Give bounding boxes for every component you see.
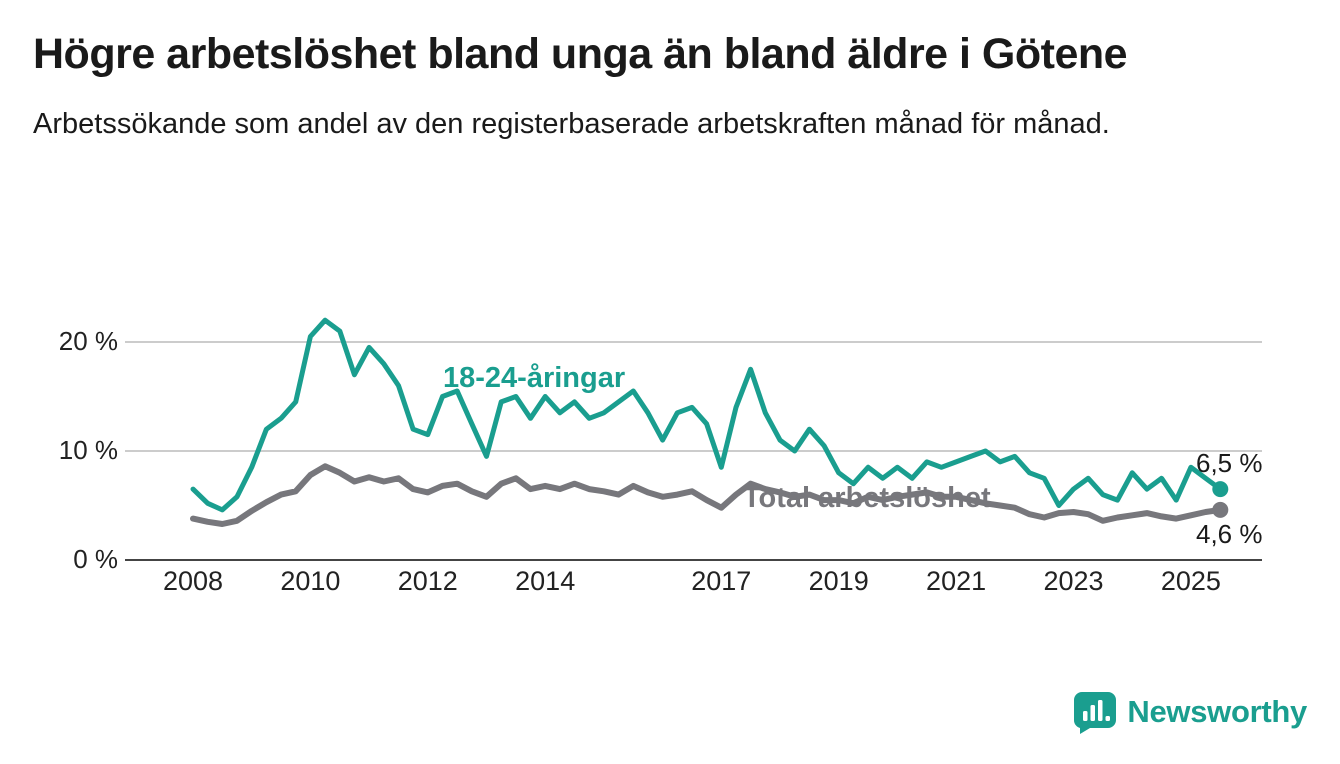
series-line-youth [190, 317, 1223, 513]
chart-canvas [125, 317, 1262, 561]
line-chart: 0 % 10 % 20 % 2008 2010 2012 2014 2017 2019 2021… [0, 298, 1340, 628]
end-value-label-total: 4,6 % [1196, 519, 1263, 549]
series-label-youth: 18-24-åringar [443, 362, 626, 394]
series-line-total [190, 463, 1224, 527]
x-axis-tick-label: 2017 [691, 566, 752, 596]
x-axis-tick-label: 2010 [280, 566, 341, 596]
series-label-total: Total arbetslöshet [743, 482, 991, 514]
y-axis-tick-label: 20 % [58, 326, 118, 356]
x-axis-tick-label: 2025 [1160, 566, 1221, 596]
x-axis-tick-label: 2019 [808, 566, 869, 596]
end-value-label-youth: 6,5 % [1196, 448, 1263, 478]
page-title: Högre arbetslöshet bland unga än bland ä… [33, 30, 1128, 78]
bar-chart-bubble-icon [1072, 690, 1117, 734]
y-axis-tick-label: 10 % [58, 435, 118, 465]
x-axis-tick-label: 2012 [397, 566, 458, 596]
x-axis-tick-label: 2014 [515, 566, 576, 596]
x-axis-tick-label: 2008 [162, 566, 224, 596]
series-end-dot-youth [1212, 481, 1229, 498]
x-axis-tick-label: 2023 [1043, 566, 1104, 596]
page-subtitle: Arbetssökande som andel av den registerb… [33, 108, 1110, 141]
y-axis-tick-label: 0 % [73, 544, 118, 574]
x-axis-tick-label: 2021 [926, 566, 987, 596]
newsworthy-logo: Newsworthy [1072, 690, 1307, 734]
series-end-dot-total [1212, 501, 1229, 518]
brand-name: Newsworthy [1127, 694, 1307, 729]
